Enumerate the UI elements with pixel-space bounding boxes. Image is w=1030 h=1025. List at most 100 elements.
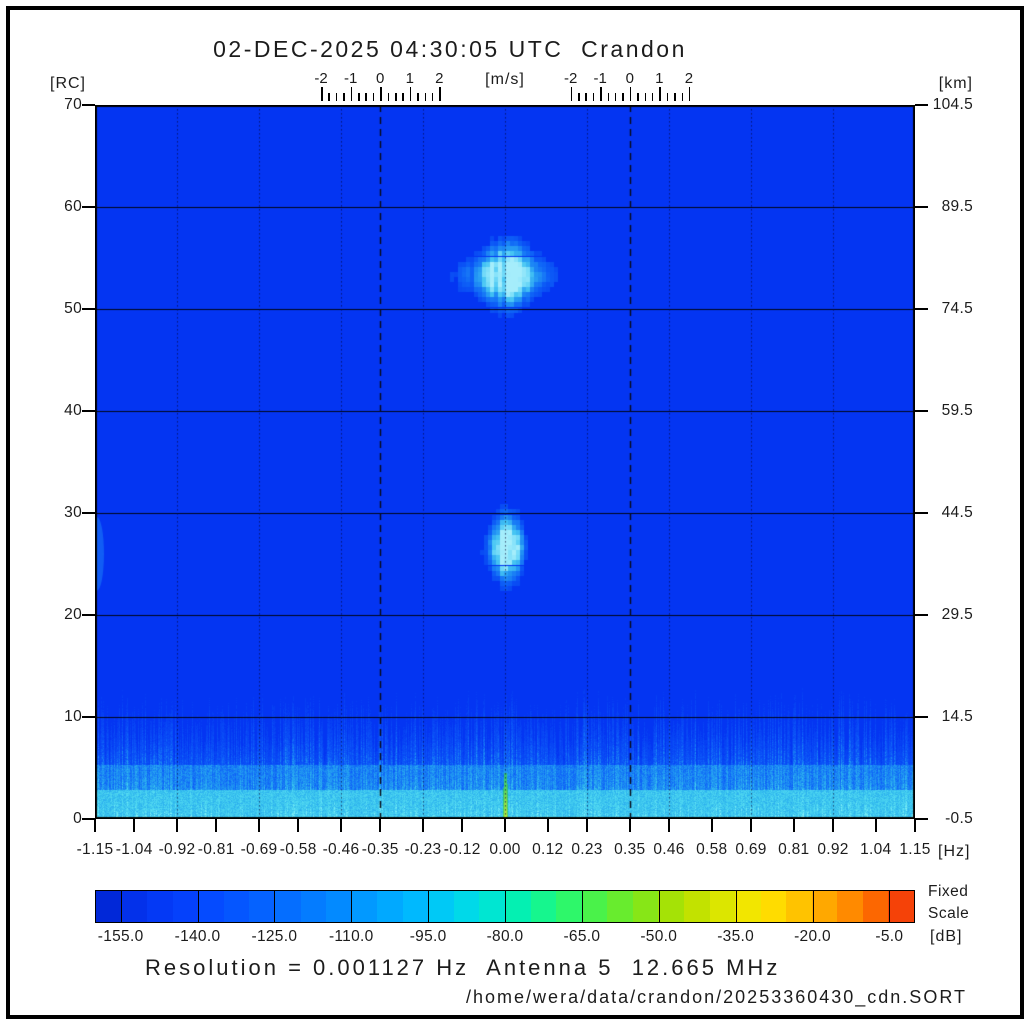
right-axis-tick-label: 14.5 bbox=[941, 708, 973, 725]
ms-ruler-tick bbox=[343, 93, 345, 101]
colorbar-segment bbox=[530, 891, 557, 922]
ms-ruler-tick bbox=[651, 93, 654, 101]
colorbar-segment bbox=[249, 891, 275, 922]
colorbar-tickmark bbox=[274, 890, 276, 923]
right-axis-tick-label: 104.5 bbox=[932, 96, 973, 113]
bottom-axis-tickmark bbox=[215, 819, 218, 832]
colorbar-tick-label: -5.0 bbox=[875, 928, 904, 945]
bottom-axis-unit-label: [Hz] bbox=[938, 843, 971, 860]
colorbar-segment bbox=[121, 891, 148, 922]
colorbar-tickmark bbox=[197, 890, 199, 923]
bottom-axis-tickmark bbox=[914, 819, 916, 832]
right-axis-tickmark bbox=[915, 308, 928, 310]
colorbar-segment bbox=[862, 891, 889, 922]
colorbar-segment bbox=[198, 891, 224, 922]
ms-ruler-tick bbox=[328, 93, 330, 101]
ms-ruler-tick bbox=[578, 93, 580, 101]
top-axis-unit-label: [m/s] bbox=[485, 71, 525, 88]
ms-ruler-tick bbox=[335, 93, 338, 101]
ms-ruler-tick bbox=[439, 87, 441, 101]
colorbar-segment bbox=[709, 891, 736, 922]
ms-ruler-tick bbox=[395, 93, 397, 101]
colorbar-tick-label: -65.0 bbox=[563, 928, 601, 945]
colorbar-segment bbox=[683, 891, 710, 922]
ms-ruler-tick-label: 1 bbox=[405, 70, 414, 87]
colorbar-segment bbox=[888, 891, 914, 922]
left-axis-tick-label: 30 bbox=[64, 504, 82, 521]
colorbar-tickmark bbox=[581, 890, 583, 923]
right-axis-tickmark bbox=[915, 410, 928, 412]
colorbar-scale-note-line2: Scale bbox=[928, 905, 970, 922]
colorbar-segment bbox=[811, 891, 838, 922]
page-frame bbox=[6, 6, 1024, 1019]
left-axis-tickmark bbox=[82, 206, 95, 208]
colorbar-tickmark bbox=[812, 890, 814, 923]
colorbar-tickmark bbox=[351, 890, 353, 923]
bottom-axis-tick-label: 0.69 bbox=[735, 841, 767, 858]
ms-ruler-tick bbox=[637, 93, 639, 101]
bottom-axis-tick-label: 0.58 bbox=[696, 841, 728, 858]
bottom-axis-tick-label: -0.69 bbox=[240, 841, 278, 858]
bottom-axis-tickmark bbox=[297, 819, 300, 832]
right-axis-tickmark bbox=[915, 512, 928, 514]
bottom-axis-tick-label: 0.00 bbox=[489, 841, 521, 858]
right-axis-tickmark bbox=[915, 104, 928, 106]
colorbar-scale-note-line1: Fixed bbox=[928, 883, 969, 900]
colorbar-tick-label: -125.0 bbox=[251, 928, 298, 945]
right-axis-tick-label: 74.5 bbox=[941, 300, 973, 317]
bottom-axis-tickmark bbox=[133, 819, 136, 832]
right-axis-tick-label: -0.5 bbox=[945, 810, 973, 827]
right-axis-unit-label: [km] bbox=[938, 75, 973, 92]
bottom-axis-tickmark bbox=[792, 819, 795, 832]
colorbar-unit-label: [dB] bbox=[930, 928, 963, 945]
colorbar-segment bbox=[658, 891, 684, 922]
ms-ruler-tick bbox=[674, 93, 676, 101]
bottom-axis-tickmark bbox=[422, 819, 424, 832]
bottom-axis-tick-label: -0.81 bbox=[197, 841, 235, 858]
left-axis-tick-label: 60 bbox=[64, 198, 82, 215]
ms-ruler-tick bbox=[358, 93, 360, 101]
bottom-axis-tick-label: -0.12 bbox=[443, 841, 481, 858]
left-axis-tick-label: 10 bbox=[64, 708, 82, 725]
right-axis-tick-label: 89.5 bbox=[941, 198, 973, 215]
ms-ruler-tick bbox=[409, 87, 412, 101]
colorbar-tick-label: -20.0 bbox=[794, 928, 831, 945]
ms-ruler-tick-label: 2 bbox=[435, 70, 444, 87]
colorbar-segment bbox=[223, 891, 250, 922]
bottom-axis-tick-label: -0.58 bbox=[279, 841, 317, 858]
colorbar-tick-label: -35.0 bbox=[717, 928, 755, 945]
colorbar-segment bbox=[556, 891, 582, 922]
bottom-axis-tickmark bbox=[874, 819, 877, 832]
ms-ruler-tick bbox=[424, 93, 427, 101]
right-axis-tickmark bbox=[915, 206, 928, 208]
bottom-axis-tick-label: -1.15 bbox=[76, 841, 114, 858]
bottom-axis-tickmark bbox=[628, 819, 631, 832]
colorbar-segment bbox=[300, 891, 327, 922]
left-axis-tick-label: 0 bbox=[73, 810, 82, 827]
bottom-axis-tick-label: 0.12 bbox=[532, 841, 564, 858]
colorbar-tickmark bbox=[428, 890, 430, 923]
left-axis-tickmark bbox=[82, 308, 95, 310]
ms-ruler-tick bbox=[629, 87, 632, 101]
ms-ruler-tick bbox=[372, 93, 375, 101]
colorbar-tickmark bbox=[505, 890, 506, 923]
bottom-axis-tick-label: 0.92 bbox=[817, 841, 849, 858]
resolution-text: Resolution = 0.001127 Hz Antenna 5 12.66… bbox=[145, 955, 781, 980]
colorbar-tick-label: -155.0 bbox=[97, 928, 144, 945]
colorbar-segment bbox=[402, 891, 429, 922]
colorbar-segment bbox=[172, 891, 199, 922]
bottom-axis-tickmark bbox=[546, 819, 549, 832]
bottom-axis-tick-label: -1.04 bbox=[115, 841, 153, 858]
left-axis-tickmark bbox=[82, 410, 95, 412]
ms-ruler-tick bbox=[365, 93, 367, 101]
bottom-axis-tickmark bbox=[94, 819, 96, 832]
right-axis-tickmark bbox=[915, 614, 928, 616]
colorbar-segment bbox=[607, 891, 633, 922]
colorbar-segment bbox=[453, 891, 480, 922]
colorbar-tickmark bbox=[658, 890, 660, 923]
bottom-axis-tickmark bbox=[258, 819, 260, 832]
bottom-axis-tickmark bbox=[461, 819, 464, 832]
ms-ruler-tick bbox=[585, 93, 587, 101]
colorbar-segment bbox=[428, 891, 454, 922]
ms-ruler-tick bbox=[614, 93, 617, 101]
